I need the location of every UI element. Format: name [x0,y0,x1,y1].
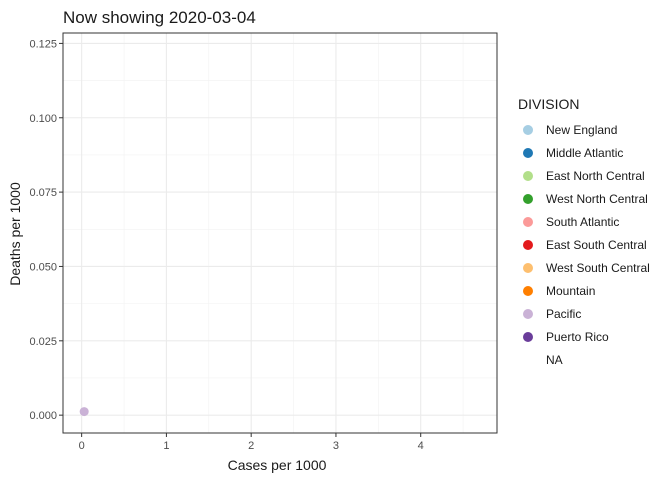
legend-marker [523,308,533,319]
legend-key [521,169,535,183]
legend-label: New England [546,122,618,137]
legend-key [521,284,535,298]
x-tick-label: 2 [248,440,254,452]
y-tick-label: 0.125 [29,38,57,50]
legend-marker [523,239,533,250]
legend-marker [523,285,533,296]
legend-marker [523,124,533,135]
y-tick-label: 0.000 [29,410,57,422]
legend-label: East South Central [546,237,647,252]
data-point [79,407,89,417]
legend-key [521,307,535,321]
legend-label: South Atlantic [546,214,620,229]
legend-marker [523,147,533,158]
x-tick-label: 3 [333,440,339,452]
legend-label: Pacific [546,306,582,321]
x-tick-label: 1 [163,440,169,452]
legend-key [521,261,535,275]
panel-background [63,33,497,433]
legend-label: West South Central [546,260,650,275]
legend-label: Middle Atlantic [546,145,624,160]
x-axis-label: Cases per 1000 [228,457,327,473]
legend-items: New England Middle Atlantic East North Cen… [518,118,650,371]
legend-key [521,353,535,367]
legend-key [521,330,535,344]
legend-title: DIVISION [518,96,580,112]
panel-border [62,32,498,434]
legend-item: Puerto Rico [518,325,650,348]
legend-item: East South Central [518,233,650,256]
legend-key [521,192,535,206]
legend-label: West North Central [546,191,648,206]
x-tick-label: 0 [79,440,85,452]
legend-item: East North Central [518,164,650,187]
legend-marker [523,216,533,227]
y-tick-label: 0.100 [29,113,57,125]
legend-marker [523,331,533,342]
y-tick-label: 0.025 [29,336,57,348]
legend: DIVISION New England Middle Atlantic East … [518,96,650,371]
legend-key [521,238,535,252]
legend-item: Mountain [518,279,650,302]
legend-key [521,146,535,160]
legend-item: West South Central [518,256,650,279]
legend-item: West North Central [518,187,650,210]
legend-item: Pacific [518,302,650,325]
legend-label: Puerto Rico [546,329,609,344]
legend-item: Middle Atlantic [518,141,650,164]
legend-label: Mountain [546,283,596,298]
legend-key [521,123,535,137]
legend-item: New England [518,118,650,141]
chart-title: Now showing 2020-03-04 [63,8,256,27]
y-tick-label: 0.075 [29,187,57,199]
legend-marker [523,193,533,204]
legend-key [521,215,535,229]
legend-label: East North Central [546,168,645,183]
y-tick-label: 0.050 [29,261,57,273]
y-axis-label: Deaths per 1000 [7,182,23,286]
legend-marker [523,170,533,181]
plot-panel: 0 1 2 3 4 0.000 0.025 0.050 0.075 0.100 0.125 [29,32,498,452]
legend-item: South Atlantic [518,210,650,233]
legend-item: NA [518,348,650,371]
legend-label: NA [546,352,563,367]
legend-marker [523,262,533,273]
x-tick-label: 4 [418,440,424,452]
